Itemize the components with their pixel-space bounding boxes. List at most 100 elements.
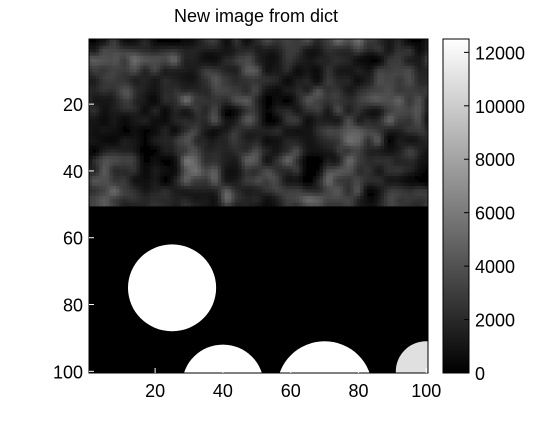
heatmap-cell (333, 142, 337, 147)
heatmap-cell (248, 59, 253, 63)
heatmap-cell (197, 65, 202, 70)
heatmap-cell (377, 135, 381, 140)
heatmap-cell (217, 132, 222, 137)
heatmap-cell (170, 159, 175, 163)
heatmap-cell (356, 52, 361, 57)
heatmap-cell (397, 155, 402, 160)
heatmap-cell (285, 189, 290, 194)
heatmap-cell (272, 122, 276, 127)
heatmap-cell (102, 185, 107, 190)
heatmap-cell (272, 169, 276, 173)
heatmap-cell (119, 202, 124, 207)
heatmap-cell (343, 159, 348, 163)
heatmap-cell (221, 39, 225, 43)
heatmap-cell (190, 149, 195, 153)
heatmap-cell (177, 115, 181, 120)
heatmap-cell (234, 182, 239, 187)
heatmap-cell (353, 102, 358, 107)
heatmap-cell (387, 112, 392, 117)
heatmap-cell (194, 192, 198, 197)
heatmap-cell (92, 99, 97, 103)
heatmap-cell (136, 129, 141, 133)
heatmap-cell (353, 129, 358, 133)
heatmap-cell (261, 95, 266, 100)
heatmap-cell (221, 175, 225, 180)
heatmap-cell (366, 69, 371, 73)
heatmap-cell (404, 92, 409, 97)
heatmap-cell (143, 199, 148, 204)
heatmap-cell (194, 142, 198, 147)
heatmap-cell (312, 142, 317, 147)
heatmap-cell (339, 45, 344, 50)
heatmap-cell (390, 55, 395, 60)
heatmap-cell (183, 99, 188, 103)
heatmap-cell (350, 39, 354, 43)
heatmap-cell (183, 102, 188, 107)
heatmap-cell (370, 49, 375, 53)
heatmap-cell (319, 65, 324, 70)
heatmap-cell (227, 99, 232, 103)
heatmap-cell (99, 42, 103, 47)
heatmap-cell (224, 152, 229, 157)
heatmap-cell (370, 39, 375, 43)
heatmap-cell (194, 149, 198, 153)
heatmap-cell (329, 199, 334, 204)
heatmap-cell (316, 85, 320, 90)
heatmap-cell (421, 105, 426, 110)
heatmap-cell (214, 179, 219, 184)
heatmap-cell (414, 152, 419, 157)
heatmap-cell (200, 42, 205, 47)
heatmap-cell (258, 139, 263, 143)
heatmap-cell (227, 135, 232, 140)
heatmap-cell (190, 199, 195, 204)
heatmap-cell (133, 195, 137, 200)
heatmap-cell (329, 105, 334, 110)
heatmap-cell (377, 149, 381, 153)
heatmap-cell (156, 152, 161, 157)
heatmap-cell (333, 179, 337, 184)
heatmap-cell (312, 62, 317, 67)
heatmap-cell (329, 129, 334, 133)
heatmap-cell (150, 75, 154, 80)
heatmap-cell (255, 52, 259, 57)
heatmap-cell (234, 175, 239, 180)
heatmap-cell (150, 142, 154, 147)
heatmap-cell (105, 122, 110, 127)
heatmap-cell (343, 55, 348, 60)
heatmap-cell (105, 159, 110, 163)
heatmap-cell (326, 69, 331, 73)
heatmap-cell (278, 95, 283, 100)
heatmap-cell (156, 65, 161, 70)
heatmap-cell (163, 49, 168, 53)
heatmap-cell (275, 162, 280, 167)
heatmap-cell (248, 179, 253, 184)
heatmap-cell (129, 132, 134, 137)
heatmap-cell (302, 75, 307, 80)
heatmap-cell (146, 65, 151, 70)
heatmap-cell (133, 125, 137, 130)
heatmap-cell (390, 59, 395, 63)
heatmap-cell (377, 122, 381, 127)
heatmap-cell (261, 75, 266, 80)
heatmap-cell (200, 175, 205, 180)
heatmap-cell (336, 169, 341, 173)
heatmap-cell (380, 92, 385, 97)
heatmap-cell (424, 162, 429, 167)
heatmap-cell (150, 45, 154, 50)
heatmap-cell (319, 42, 324, 47)
heatmap-cell (170, 132, 175, 137)
heatmap-cell (227, 172, 232, 177)
heatmap-cell (383, 99, 388, 103)
heatmap-cell (197, 115, 202, 120)
heatmap-cell (397, 52, 402, 57)
heatmap-cell (204, 95, 209, 100)
heatmap-cell (166, 165, 171, 170)
heatmap-cell (289, 109, 293, 113)
heatmap-cell (424, 202, 429, 207)
heatmap-cell (248, 95, 253, 100)
heatmap-cell (360, 42, 364, 47)
heatmap-cell (299, 175, 303, 180)
heatmap-cell (316, 185, 320, 190)
heatmap-cell (221, 75, 225, 80)
